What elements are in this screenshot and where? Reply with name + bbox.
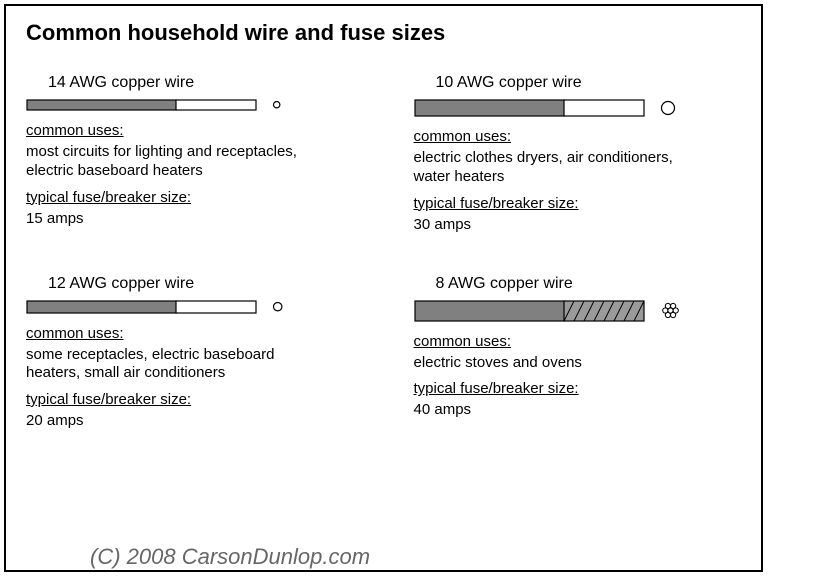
diagram-frame: Common household wire and fuse sizes 14 … — [4, 4, 763, 572]
fuse-size-label: typical fuse/breaker size: — [26, 391, 354, 408]
common-uses-text: electric stoves and ovens — [414, 354, 694, 373]
common-uses-text: most circuits for lighting and receptacl… — [26, 143, 306, 181]
cross-section-icon — [660, 100, 676, 116]
fuse-size-label: typical fuse/breaker size: — [414, 380, 742, 397]
wire-name: 8 AWG copper wire — [436, 275, 742, 293]
cross-section-icon — [272, 100, 281, 109]
fuse-size-label: typical fuse/breaker size: — [26, 189, 354, 206]
wire-cell: 12 AWG copper wire common uses: some rec… — [26, 275, 354, 434]
wire-grid: 14 AWG copper wire common uses: most cir… — [26, 74, 741, 433]
fuse-size-value: 20 amps — [26, 412, 354, 429]
common-uses-label: common uses: — [414, 128, 742, 145]
wire-name: 10 AWG copper wire — [436, 74, 742, 92]
wire-row — [414, 299, 742, 323]
common-uses-label: common uses: — [26, 122, 354, 139]
cross-section-icon — [272, 301, 283, 312]
common-uses-label: common uses: — [26, 325, 354, 342]
cross-section-icon — [660, 300, 681, 321]
fuse-size-value: 40 amps — [414, 401, 742, 418]
wire-row — [26, 299, 354, 315]
diagram-title: Common household wire and fuse sizes — [26, 20, 741, 46]
wire-illustration — [414, 299, 646, 323]
fuse-size-value: 30 amps — [414, 216, 742, 233]
wire-illustration — [414, 98, 646, 118]
wire-cell: 14 AWG copper wire common uses: most cir… — [26, 74, 354, 237]
fuse-size-label: typical fuse/breaker size: — [414, 195, 742, 212]
wire-illustration — [26, 98, 258, 112]
common-uses-label: common uses: — [414, 333, 742, 350]
wire-cell: 8 AWG copper wire common uses: electric … — [414, 275, 742, 434]
fuse-size-value: 15 amps — [26, 210, 354, 227]
wire-cell: 10 AWG copper wire common uses: electric… — [414, 74, 742, 237]
wire-row — [414, 98, 742, 118]
wire-illustration — [26, 299, 258, 315]
wire-name: 14 AWG copper wire — [48, 74, 354, 92]
common-uses-text: some receptacles, electric baseboard hea… — [26, 346, 306, 384]
wire-row — [26, 98, 354, 112]
common-uses-text: electric clothes dryers, air conditioner… — [414, 149, 694, 187]
wire-name: 12 AWG copper wire — [48, 275, 354, 293]
